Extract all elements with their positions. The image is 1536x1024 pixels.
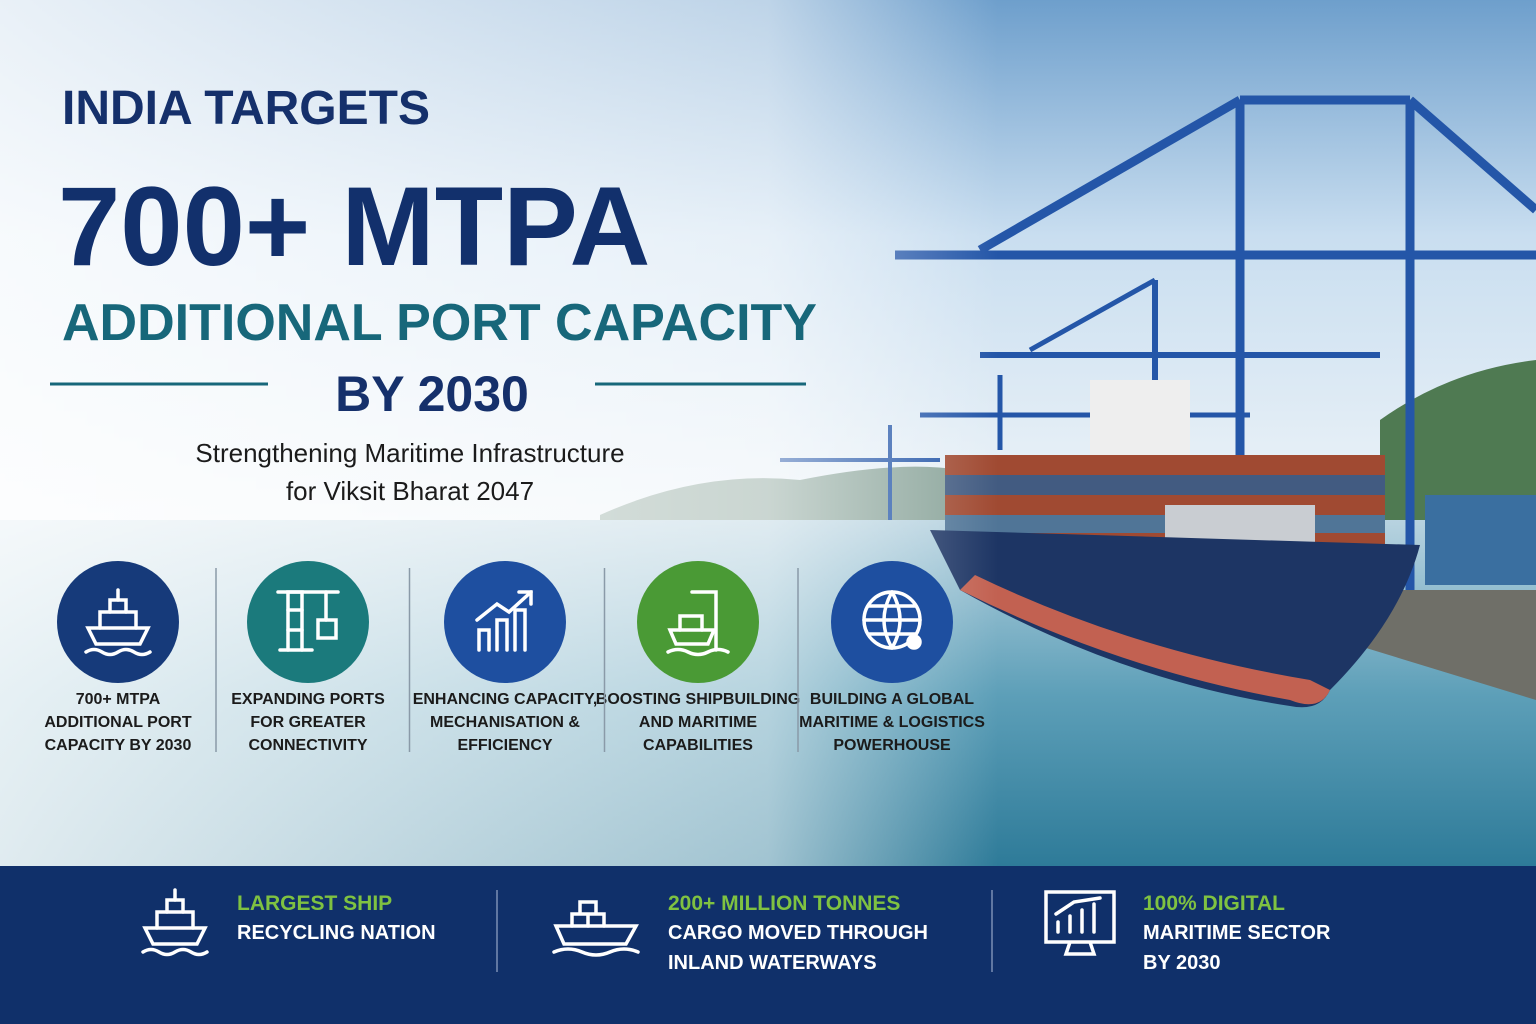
icon-part [142,926,208,946]
feature-text: CAPABILITIES [643,737,753,754]
footer-text: MARITIME SECTOR [1143,922,1331,944]
icon-part [477,608,527,652]
subtitle: Strengthening Maritime Infrastructure [195,438,624,468]
icon [666,590,730,657]
icon-part [1054,896,1102,916]
icon-part [316,618,338,640]
feature-text: CAPACITY BY 2030 [45,737,192,754]
icon [552,900,640,957]
icon-part [475,590,533,622]
footer-band [0,866,1536,1024]
icon-part [1056,902,1096,934]
features: 700+ MTPA ADDITIONAL PORT CAPACITY BY 2030… [44,561,985,754]
footer: LARGEST SHIP RECYCLING NATION 200+ MILLION… [141,888,1331,974]
headline: 700+ MTPA [58,164,650,289]
feature-text: MARITIME & LOGISTICS [799,714,985,731]
icon-part [85,626,151,646]
icon-part [553,924,639,946]
feature-text: BOOSTING SHIPBUILDING [596,691,800,708]
feature-text: ENHANCING CAPACITY, [413,691,598,708]
icon-part [84,647,152,657]
icon [141,888,209,957]
icon-part [906,634,922,650]
text-backdrop [0,0,1536,870]
feature-text: 700+ MTPA [76,691,161,708]
icon-part [1044,890,1116,956]
icon-part [570,900,606,928]
icon-part [667,628,717,646]
icon-part [286,608,304,632]
icon [84,588,152,657]
year-line: BY 2030 [335,366,529,422]
icon-part [666,647,730,657]
subheadline: ADDITIONAL PORT CAPACITY [62,294,817,352]
footer-text: RECYCLING NATION [237,922,436,944]
footer-highlight: 100% DIGITAL [1143,892,1285,915]
kicker: INDIA TARGETS [62,82,430,135]
feature-text: FOR GREATER [250,714,366,731]
feature-text: EFFICIENCY [457,737,552,754]
footer-text: CARGO MOVED THROUGH [668,922,928,944]
icon [862,590,922,650]
footer-highlight: LARGEST SHIP [237,892,392,915]
icon-part [155,910,195,930]
footer-highlight: 200+ MILLION TONNES [668,892,900,915]
feature-text: EXPANDING PORTS [231,691,385,708]
footer-text: BY 2030 [1143,952,1220,974]
icon [1044,890,1116,956]
feature-text: BUILDING A GLOBAL [810,691,974,708]
feature-text: AND MARITIME [639,714,758,731]
feature-text: MECHANISATION & [430,714,580,731]
feature-badge [831,561,953,683]
footer-text: INLAND WATERWAYS [668,952,877,974]
icon-part [98,610,138,630]
feature-text: POWERHOUSE [833,737,951,754]
icon-part [862,590,922,650]
feature-text: CONNECTIVITY [248,737,367,754]
feature-badge [637,561,759,683]
feature-text: ADDITIONAL PORT [44,714,191,731]
feature-badge [57,561,179,683]
icon [475,590,533,652]
icon-part [141,947,209,957]
icon-part [678,614,704,632]
feature-badge [444,561,566,683]
icon-part [552,947,640,957]
icon-part [517,590,533,606]
icon [276,590,340,652]
feature-badge [247,561,369,683]
subtitle: for Viksit Bharat 2047 [286,476,534,506]
icon-part [690,590,718,652]
